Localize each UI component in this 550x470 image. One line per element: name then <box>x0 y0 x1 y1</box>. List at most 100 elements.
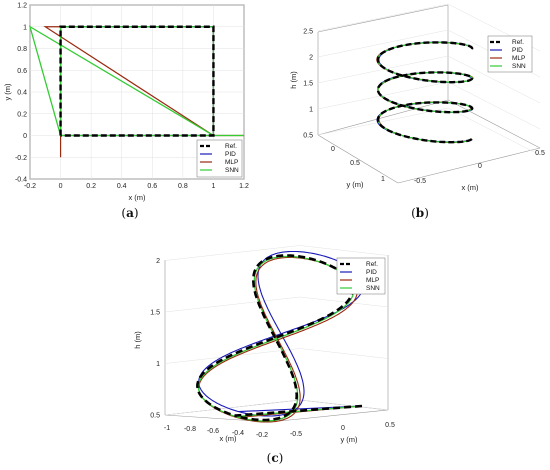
panel-b-x-tick: 0 <box>478 163 482 170</box>
panel-b-grid-line <box>447 107 541 156</box>
panel-b-y-tick: 1 <box>381 176 385 183</box>
panel-c-grid-line <box>299 296 389 308</box>
panel-b-grid-line <box>447 81 541 130</box>
panel-b-grid-line <box>317 55 449 84</box>
panel-a-series-ref <box>59 25 215 137</box>
panel-c-z-label: h (m) <box>133 331 142 349</box>
panel-b-z-tick: 0.5 <box>303 133 313 140</box>
panel-a-x-tick: 0.4 <box>117 183 127 190</box>
panel-b-box-edge <box>317 4 449 33</box>
panel-c-z-tick: 2 <box>156 258 160 265</box>
panel-a-legend-snn: SNN <box>225 167 239 174</box>
panel-b-x-tick: 0.5 <box>535 150 545 157</box>
panel-b-grid-line <box>317 29 449 58</box>
panel-a-x-label: x (m) <box>128 193 146 202</box>
panel-c-grid-line <box>299 399 389 411</box>
panel-b-box-edge <box>317 99 449 136</box>
panel-c-lines <box>196 250 364 423</box>
panel-b-y-label: y (m) <box>346 180 364 189</box>
panel-b-ticks: 0.5 1 1.5 2 2.5 0 0.5 1 -0.5 0 0.5 <box>303 29 545 186</box>
panel-c-x-tick: -0.4 <box>232 430 244 437</box>
panel-c-y-tick: 0 <box>341 425 345 432</box>
panel-c-legend-pid: PID <box>366 269 377 276</box>
panel-c-y-tick: 0.5 <box>385 422 395 429</box>
panel-a-x-tick: 1 <box>211 183 215 190</box>
panel-c-legend-snn: SNN <box>366 285 380 292</box>
panel-a-y-tick: 0 <box>23 133 27 140</box>
panel-a-x-tick: 0.6 <box>147 183 157 190</box>
panel-a-x-tick: 0.8 <box>178 183 188 190</box>
panel-a-y-tick: 1.2 <box>17 3 27 10</box>
panel-c-y-label: y (m) <box>340 435 358 444</box>
panel-b-grid-line <box>317 3 449 32</box>
panel-a-y-tick: 0.4 <box>17 90 27 97</box>
panel-c-series-ref <box>196 254 363 422</box>
panel-c-x-tick: -0.6 <box>207 428 219 435</box>
panel-a-x-tick: 1.2 <box>239 183 249 190</box>
panel-b-x-tick: -0.5 <box>414 178 426 185</box>
panel-a-legend-pid: PID <box>225 151 236 158</box>
panel-b-lines <box>376 41 474 144</box>
panel-c-ticks: 0.5 1 1.5 2 -1 -0.8 -0.6 -0.4 -0.2 -0.5 0 0.5 <box>150 258 395 439</box>
panel-b-grid-line <box>317 107 449 136</box>
panel-b-grid-line <box>447 55 541 104</box>
panel-c-grid-line <box>299 348 389 359</box>
panel-b-series-snn <box>377 41 473 143</box>
panel-a-legend: Ref. PID MLP SNN <box>196 139 243 178</box>
panel-b-grid-line <box>317 81 449 110</box>
panel-a-y-tick: 1 <box>23 24 27 31</box>
panel-c-box-edge <box>269 409 389 423</box>
panel-b-grid <box>317 3 541 156</box>
panel-b-series-ref <box>376 41 474 144</box>
panel-a-y-tick: 0.6 <box>17 68 27 75</box>
panel-b-box-edge <box>317 134 399 184</box>
panel-c-grid-line <box>164 399 301 416</box>
panel-a-x-tick: -0.2 <box>24 183 36 190</box>
panel-b-caption: (b) <box>411 206 429 220</box>
panel-b-x-label: x (m) <box>461 183 479 192</box>
panel-a-y-tick: 0.2 <box>17 111 27 118</box>
panel-c-z-tick: 1 <box>156 361 160 368</box>
panel-b-z-label: h (m) <box>289 71 298 89</box>
panel-b-legend-snn: SNN <box>512 63 526 70</box>
panel-c-series-pid <box>198 250 364 417</box>
panel-b-y-tick: 0.5 <box>350 160 360 167</box>
panel-c-x-label: x (m) <box>219 434 237 443</box>
panel-b-legend-pid: PID <box>512 47 523 54</box>
panel-b-box <box>317 4 541 184</box>
panel-c-series-snn <box>197 255 363 422</box>
panel-c-y-tick: -0.5 <box>290 431 302 438</box>
panel-b-series-mlp <box>376 42 474 143</box>
panel-a-y-tick: -0.2 <box>15 155 27 162</box>
panel-b-legend-mlp: MLP <box>512 55 525 62</box>
panel-b-series-pid <box>376 41 474 143</box>
panel-b-box-edge <box>397 147 541 184</box>
panel-a-lines <box>28 25 244 158</box>
panel-c-x-tick: -0.2 <box>256 432 268 439</box>
panel-b-z-tick: 1.5 <box>303 81 313 88</box>
panel-a-y-tick: 0.8 <box>17 46 27 53</box>
panel-a: -0.2 0 0.2 0.4 0.6 0.8 1 1.2 -0.4 -0.2 0 0.2 0.4 0.6… <box>3 3 249 221</box>
panel-a-y-tick: -0.4 <box>15 177 27 184</box>
panel-a-y-ticks: -0.4 -0.2 0 0.2 0.4 0.6 0.8 1 1.2 <box>15 3 27 184</box>
panel-a-series-snn <box>28 25 244 137</box>
panel-b-box-edge <box>447 99 541 149</box>
panel-c: 0.5 1 1.5 2 -1 -0.8 -0.6 -0.4 -0.2 -0.5 0 0.5 h (m)… <box>133 245 395 465</box>
panel-c-x-tick: -1 <box>164 425 170 432</box>
panel-c-legend-mlp: MLP <box>366 277 379 284</box>
panel-a-legend-box <box>196 139 243 178</box>
panel-b-legend: Ref. PID MLP SNN <box>487 35 533 73</box>
panel-b: 0.5 1 1.5 2 2.5 0 0.5 1 -0.5 0 0.5 h (m) y (m) x (… <box>289 3 545 220</box>
panel-c-grid-line <box>299 245 389 256</box>
panel-c-legend-ref: Ref. <box>366 261 378 268</box>
panel-c-grid-line <box>164 245 301 261</box>
panel-c-z-tick: 1.5 <box>150 310 160 317</box>
panel-b-z-tick: 1 <box>309 107 313 114</box>
panel-c-grid-line <box>164 296 301 313</box>
panel-b-z-tick: 2 <box>309 55 313 62</box>
panel-a-legend-ref: Ref. <box>225 143 237 150</box>
panel-c-legend: Ref. PID MLP SNN <box>336 257 386 295</box>
panel-c-x-tick: -0.8 <box>184 426 196 433</box>
panel-b-z-tick: 2.5 <box>303 29 313 36</box>
